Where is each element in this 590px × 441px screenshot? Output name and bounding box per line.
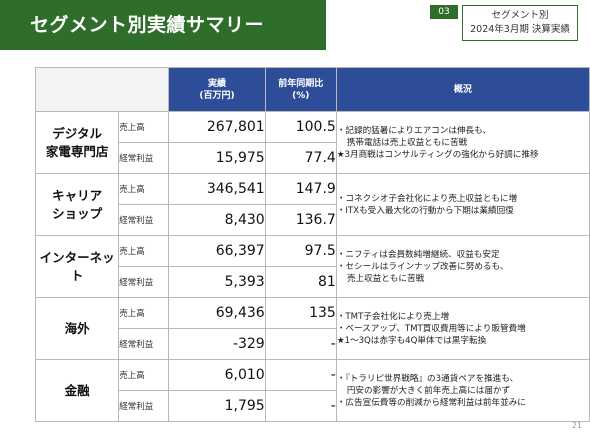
- segment-name: 海外: [34, 297, 120, 360]
- metric-label: 売上高: [118, 235, 170, 267]
- yoy-value: -: [264, 390, 337, 422]
- summary-line: ・広告宣伝費等の削減から経常利益は前年並みに: [336, 397, 526, 408]
- metric-label: 売上高: [118, 297, 170, 329]
- segment-name: 金融: [34, 359, 120, 422]
- summary-line: ★3月商戦はコンサルティングの強化から好調に推移: [336, 149, 539, 160]
- yoy-value: 136.7: [264, 204, 337, 236]
- segment-name-line1: 金融: [64, 382, 90, 398]
- actual-value: 66,397: [168, 235, 266, 267]
- page-number: 21: [571, 421, 582, 430]
- summary-line: 売上収益ともに苦戦: [346, 273, 425, 284]
- metric-label: 経常利益: [118, 142, 170, 174]
- yoy-value: 135: [264, 297, 337, 329]
- metric-label: 経常利益: [118, 390, 170, 422]
- segment-summary: ・ニフティは会員数純増継続、収益も安定 ・セシールはラインナップ改善に努めるも、…: [335, 235, 590, 298]
- actual-value: 15,975: [168, 142, 266, 174]
- metric-label: 経常利益: [118, 204, 170, 236]
- summary-line: ・『トラリピ世界戦略』の3通貨ペアを推進も、: [336, 373, 519, 384]
- summary-line: 円安の影響が大きく前年売上高には届かず: [346, 385, 511, 396]
- segment-name-line2: 家電専門店: [45, 143, 109, 159]
- segment-summary: ・コネクシオ子会社化により売上収益ともに増 ・ITXも受入最大化の行動から下期は…: [335, 173, 590, 236]
- summary-line: ・ベースアップ、TMT買収費用等により販管費増: [336, 323, 526, 334]
- segment-name-line1: デジタル: [52, 125, 103, 141]
- summary-line: 携帯電話は売上収益ともに苦戦: [346, 137, 468, 148]
- table-row: 経常利益 -329 -: [36, 328, 590, 360]
- summary-line: ・TMT子会社化により売上増: [336, 311, 450, 322]
- summary-line: ・記録的猛暑によりエアコンは伸長も、: [336, 125, 492, 136]
- header-actual-line2: (百万円): [199, 90, 235, 101]
- subtitle-line-1: セグメント別: [491, 10, 549, 21]
- header-yoy-line1: 前年同期比: [278, 78, 324, 89]
- section-number-badge: 03: [430, 5, 458, 19]
- actual-value: 1,795: [168, 390, 266, 422]
- header-yoy: 前年同期比 (%): [264, 67, 337, 112]
- subtitle-line-2: 2024年3月期 決算実績: [470, 24, 570, 35]
- slide-subtitle-box: セグメント別 2024年3月期 決算実績: [462, 5, 578, 41]
- segment-name-line1: 海外: [64, 320, 90, 336]
- segment-name: デジタル 家電専門店: [34, 111, 120, 174]
- segment-summary: ・TMT子会社化により売上増 ・ベースアップ、TMT買収費用等により販管費増 ★…: [335, 297, 590, 360]
- table-row: 経常利益 1,795 -: [36, 390, 590, 422]
- yoy-value: 147.9: [264, 173, 337, 205]
- yoy-value: 100.5: [264, 111, 337, 143]
- header-actual: 実績 (百万円): [168, 67, 266, 112]
- header-yoy-line2: (%): [292, 90, 310, 101]
- segment-summary: ・記録的猛暑によりエアコンは伸長も、 携帯電話は売上収益ともに苦戦 ★3月商戦は…: [335, 111, 590, 174]
- table-row: デジタル 家電専門店 売上高 267,801 100.5 ・記録的猛暑によりエア…: [34, 111, 590, 174]
- actual-value: 69,436: [168, 297, 266, 329]
- actual-value: 267,801: [168, 111, 266, 143]
- segment-summary-table: 実績 (百万円) 前年同期比 (%) 概況 デジタル 家電専門店 売上高 267…: [34, 67, 590, 422]
- actual-value: 8,430: [168, 204, 266, 236]
- segment-name-line2: ショップ: [52, 205, 103, 221]
- summary-line: ★1～3Qは赤字も4Q単体では黒字転換: [336, 335, 487, 346]
- yoy-value: 77.4: [264, 142, 337, 174]
- actual-value: 5,393: [168, 266, 266, 298]
- segment-name-line1: インターネット: [39, 249, 115, 283]
- table-row: 経常利益 8,430 136.7: [36, 204, 590, 236]
- segment-name: キャリア ショップ: [34, 173, 120, 236]
- table-row: インターネット 売上高 66,397 97.5 ・ニフティは会員数純増継続、収益…: [34, 235, 590, 298]
- slide-title: セグメント別実績サマリー: [0, 0, 326, 50]
- metric-label: 経常利益: [118, 266, 170, 298]
- table-row: 海外 売上高 69,436 135 ・TMT子会社化により売上増 ・ベースアップ…: [34, 297, 590, 360]
- metric-label: 売上高: [118, 111, 170, 143]
- summary-line: ・ニフティは会員数純増継続、収益も安定: [336, 249, 500, 260]
- table-header-row: 実績 (百万円) 前年同期比 (%) 概況: [34, 67, 590, 112]
- segment-summary: ・『トラリピ世界戦略』の3通貨ペアを推進も、 円安の影響が大きく前年売上高には届…: [335, 359, 590, 422]
- yoy-value: -: [264, 359, 337, 391]
- actual-value: -329: [168, 328, 266, 360]
- metric-label: 売上高: [118, 173, 170, 205]
- actual-value: 6,010: [168, 359, 266, 391]
- table-row: 経常利益 15,975 77.4: [36, 142, 590, 174]
- summary-line: ・コネクシオ子会社化により売上収益ともに増: [336, 193, 518, 204]
- metric-label: 売上高: [118, 359, 170, 391]
- summary-line: ・ITXも受入最大化の行動から下期は業績回復: [336, 205, 514, 216]
- segment-name-line1: キャリア: [52, 187, 103, 203]
- yoy-value: -: [264, 328, 337, 360]
- yoy-value: 81: [264, 266, 337, 298]
- header-blank-cell: [34, 67, 170, 112]
- table-row: 金融 売上高 6,010 - ・『トラリピ世界戦略』の3通貨ペアを推進も、 円安…: [34, 359, 590, 422]
- segment-name: インターネット: [34, 235, 120, 298]
- actual-value: 346,541: [168, 173, 266, 205]
- summary-line: ・セシールはラインナップ改善に努めるも、: [336, 261, 509, 272]
- header-actual-line1: 実績: [208, 78, 227, 89]
- metric-label: 経常利益: [118, 328, 170, 360]
- yoy-value: 97.5: [264, 235, 337, 267]
- header-summary: 概況: [335, 67, 590, 112]
- table-row: キャリア ショップ 売上高 346,541 147.9 ・コネクシオ子会社化によ…: [34, 173, 590, 236]
